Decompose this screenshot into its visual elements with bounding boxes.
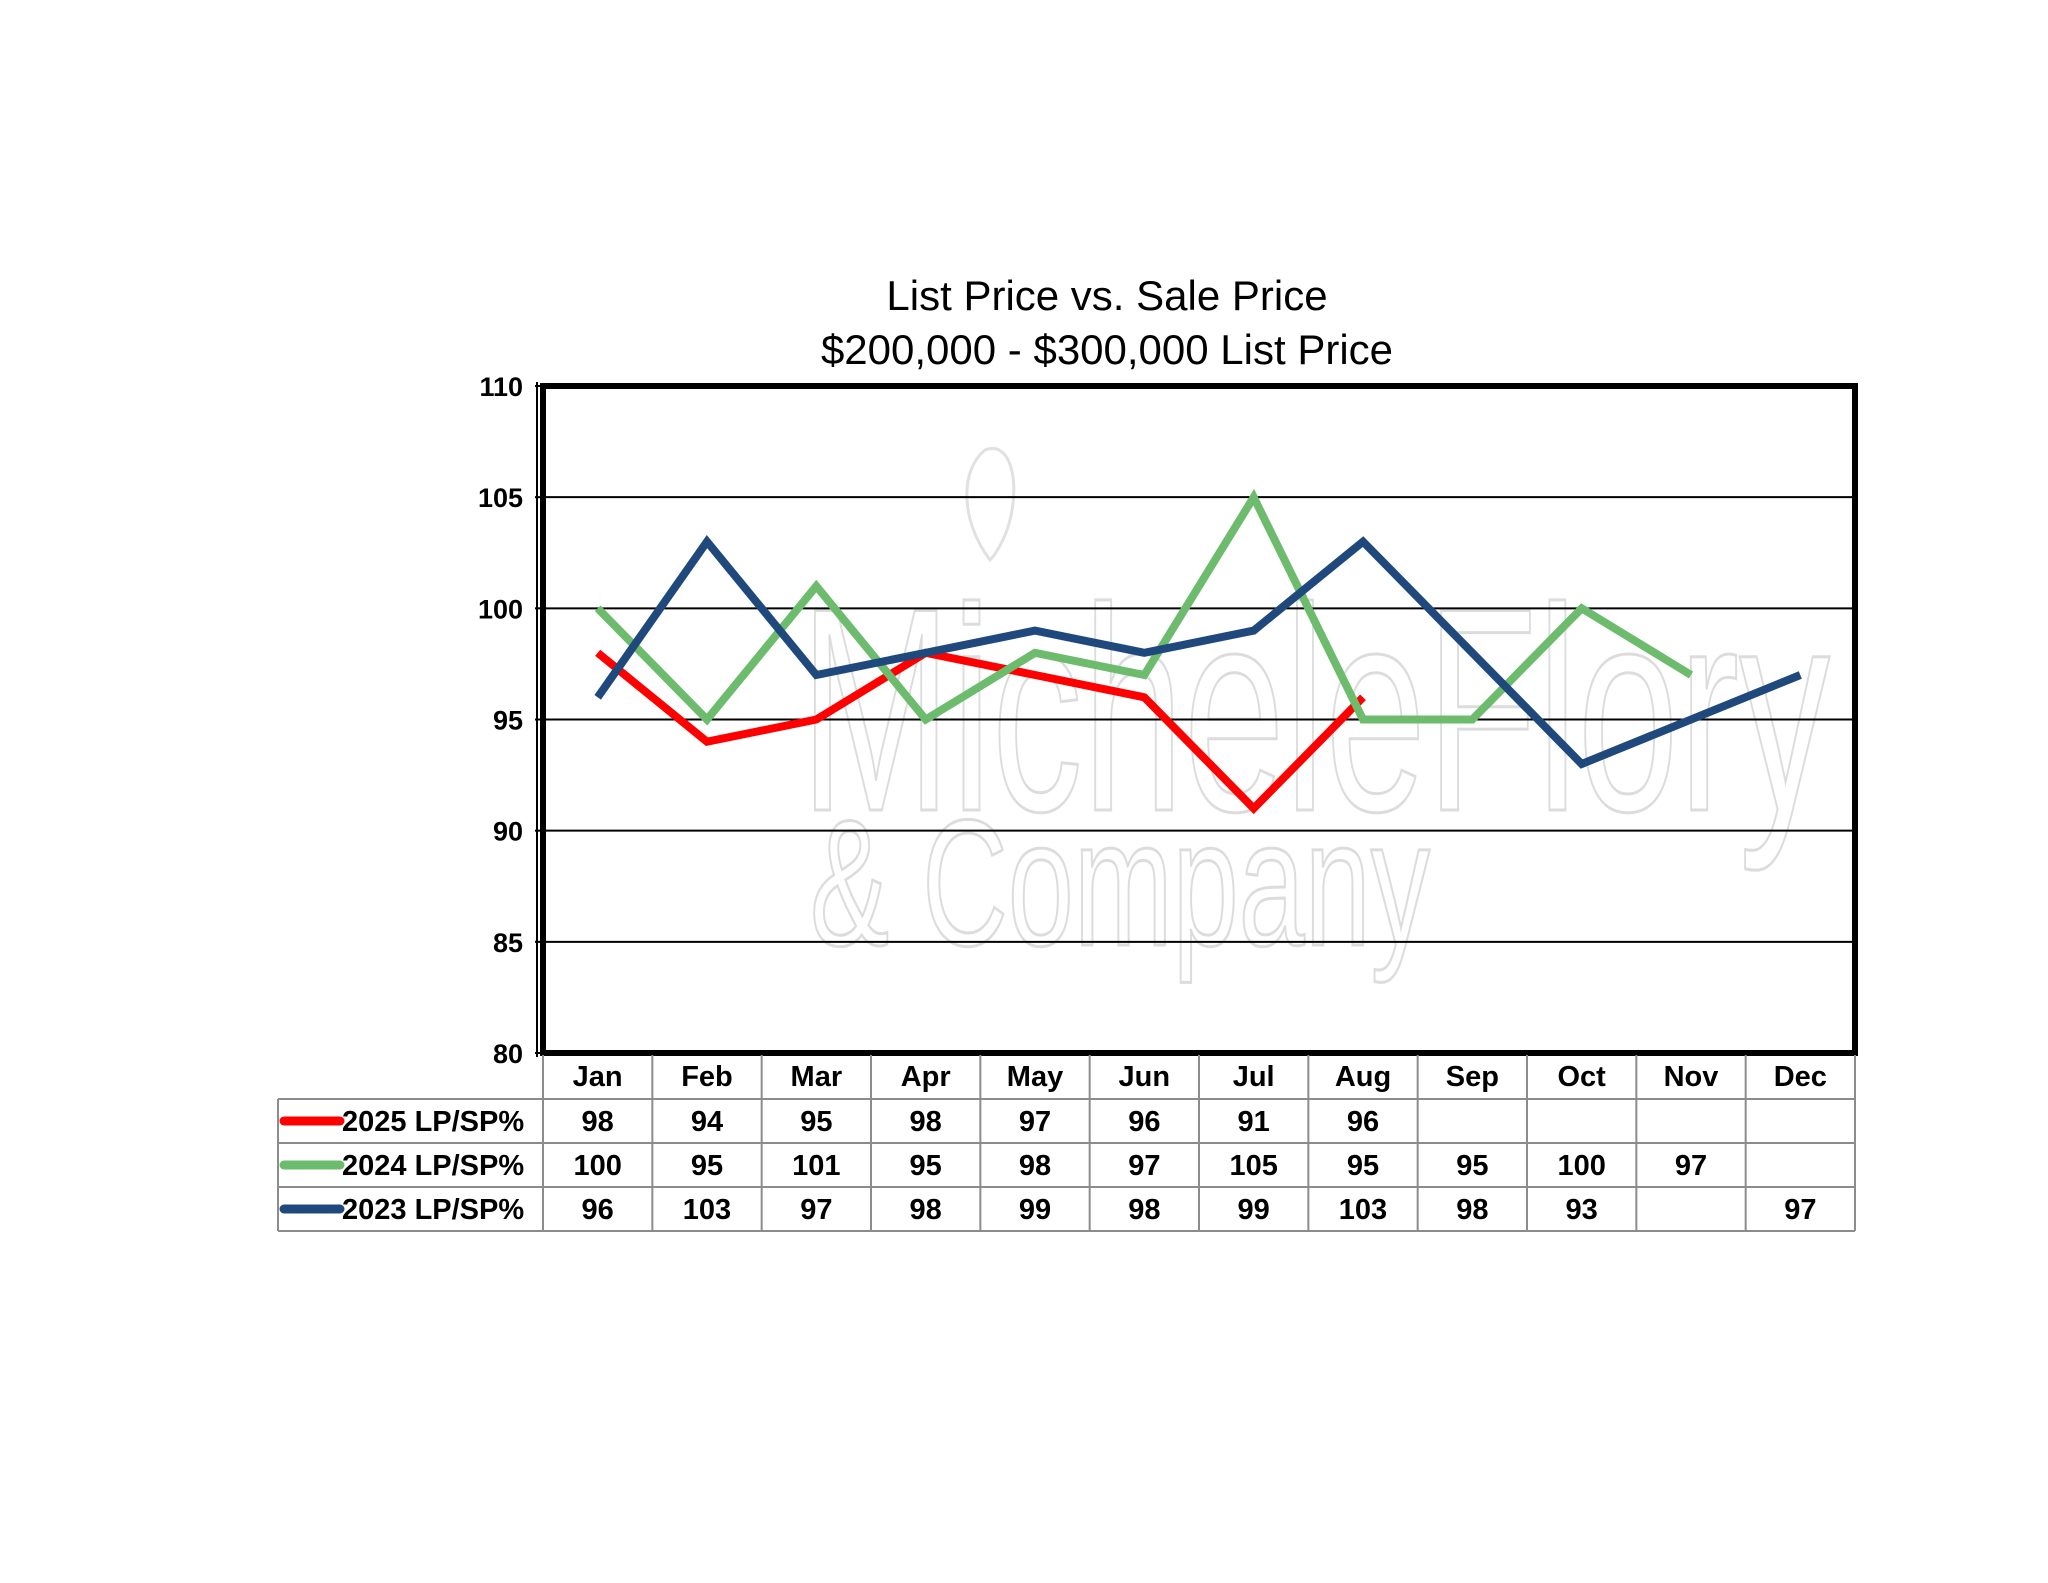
category-label-May: May bbox=[1007, 1061, 1063, 1093]
table-cell-2025-Feb: 94 bbox=[691, 1106, 723, 1138]
table-cell-2024-Aug: 95 bbox=[1347, 1150, 1379, 1182]
y-tick-label-85: 85 bbox=[493, 928, 523, 958]
watermark-leaf-icon bbox=[965, 446, 1016, 563]
table-cell-2023-Feb: 103 bbox=[683, 1194, 731, 1226]
table-cell-2023-Oct: 93 bbox=[1566, 1194, 1598, 1226]
table-cell-2025-Jun: 96 bbox=[1128, 1106, 1160, 1138]
table-cell-2024-Nov: 97 bbox=[1675, 1150, 1707, 1182]
series-line-2025 bbox=[595, 648, 1366, 815]
y-tick-label-90: 90 bbox=[493, 817, 523, 847]
category-label-Jul: Jul bbox=[1233, 1061, 1275, 1093]
category-label-Feb: Feb bbox=[681, 1061, 733, 1093]
legend-label-2023: 2023 LP/SP% bbox=[342, 1194, 524, 1226]
table-cell-2025-May: 97 bbox=[1019, 1106, 1051, 1138]
table-cell-2024-Mar: 101 bbox=[792, 1150, 840, 1182]
chart-subtitle: $200,000 - $300,000 List Price bbox=[821, 326, 1393, 373]
table-cell-2023-May: 99 bbox=[1019, 1194, 1051, 1226]
table-cell-2023-Jan: 96 bbox=[582, 1194, 614, 1226]
legend-label-2024: 2024 LP/SP% bbox=[342, 1150, 524, 1182]
table-cell-2023-Jul: 99 bbox=[1238, 1194, 1270, 1226]
chart-title: List Price vs. Sale Price bbox=[886, 272, 1327, 319]
table-cell-2025-Jan: 98 bbox=[582, 1106, 614, 1138]
category-label-Apr: Apr bbox=[901, 1061, 951, 1093]
table-cell-2024-Jan: 100 bbox=[573, 1150, 621, 1182]
category-label-Mar: Mar bbox=[791, 1061, 843, 1093]
legend-label-2025: 2025 LP/SP% bbox=[342, 1106, 524, 1138]
table-cell-2023-Aug: 103 bbox=[1339, 1194, 1387, 1226]
table-cell-2025-Mar: 95 bbox=[800, 1106, 832, 1138]
table-cell-2023-Mar: 97 bbox=[800, 1194, 832, 1226]
table-cell-2024-Sep: 95 bbox=[1456, 1150, 1488, 1182]
category-label-Sep: Sep bbox=[1446, 1061, 1499, 1093]
table-cell-2024-May: 98 bbox=[1019, 1150, 1051, 1182]
watermark-line1: MicheleFlory bbox=[800, 548, 1830, 873]
category-label-Jun: Jun bbox=[1119, 1061, 1171, 1093]
y-tick-label-100: 100 bbox=[478, 594, 523, 624]
table-cell-2024-Jul: 105 bbox=[1229, 1150, 1277, 1182]
table-cell-2023-Sep: 98 bbox=[1456, 1194, 1488, 1226]
y-tick-label-95: 95 bbox=[493, 706, 523, 736]
y-tick-label-80: 80 bbox=[493, 1039, 523, 1069]
category-label-Dec: Dec bbox=[1774, 1061, 1827, 1093]
y-tick-label-110: 110 bbox=[479, 372, 523, 402]
watermark-line2: & Company bbox=[810, 783, 1430, 984]
table-cell-2023-Jun: 98 bbox=[1128, 1194, 1160, 1226]
table-cell-2025-Jul: 91 bbox=[1238, 1106, 1270, 1138]
table-cell-2024-Apr: 95 bbox=[910, 1150, 942, 1182]
table-cell-2025-Apr: 98 bbox=[910, 1106, 942, 1138]
y-tick-label-105: 105 bbox=[478, 483, 523, 513]
table-cell-2025-Aug: 96 bbox=[1347, 1106, 1379, 1138]
table-cell-2024-Oct: 100 bbox=[1557, 1150, 1605, 1182]
table-cell-2023-Dec: 97 bbox=[1784, 1194, 1816, 1226]
table-cell-2024-Jun: 97 bbox=[1128, 1150, 1160, 1182]
watermark-logo: MicheleFlory & Company bbox=[799, 446, 1832, 986]
category-label-Aug: Aug bbox=[1335, 1061, 1391, 1093]
category-label-Jan: Jan bbox=[573, 1061, 623, 1093]
table-cell-2023-Apr: 98 bbox=[910, 1194, 942, 1226]
category-label-Nov: Nov bbox=[1664, 1061, 1719, 1093]
table-cell-2024-Feb: 95 bbox=[691, 1150, 723, 1182]
category-label-Oct: Oct bbox=[1557, 1061, 1606, 1093]
